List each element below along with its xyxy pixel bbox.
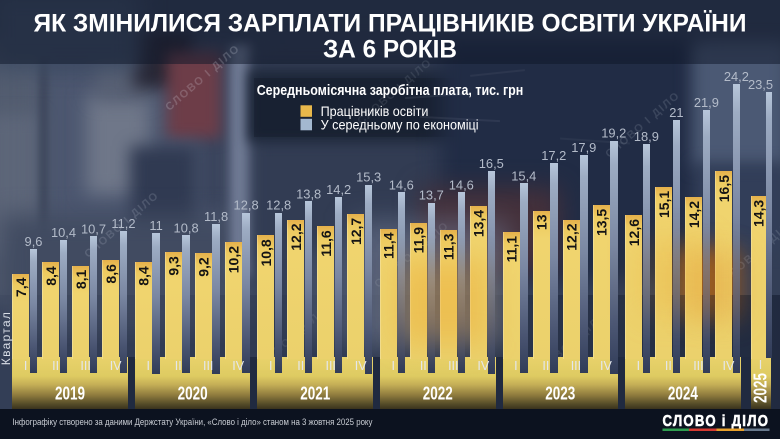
svg-text:12,8: 12,8	[266, 198, 291, 213]
svg-text:9,6: 9,6	[25, 234, 43, 249]
svg-text:2021: 2021	[300, 384, 330, 404]
svg-text:7,4: 7,4	[13, 277, 29, 297]
svg-text:14,6: 14,6	[449, 177, 474, 192]
svg-text:16,5: 16,5	[479, 156, 504, 171]
svg-text:14,2: 14,2	[686, 201, 702, 228]
svg-text:18,9: 18,9	[634, 129, 659, 144]
svg-text:Квартал: Квартал	[0, 311, 13, 365]
svg-text:2020: 2020	[178, 384, 208, 404]
svg-text:III: III	[325, 359, 335, 373]
svg-text:14,2: 14,2	[326, 182, 351, 197]
svg-text:12,7: 12,7	[348, 218, 364, 245]
svg-text:2023: 2023	[545, 384, 575, 404]
svg-text:10,7: 10,7	[81, 221, 106, 236]
svg-text:13,7: 13,7	[419, 188, 444, 203]
svg-text:II: II	[542, 359, 549, 373]
svg-text:12,6: 12,6	[626, 219, 642, 246]
svg-text:II: II	[297, 359, 304, 373]
svg-text:13,8: 13,8	[296, 186, 321, 201]
svg-text:11,8: 11,8	[204, 209, 228, 224]
svg-text:Середньомісячна заробітна плат: Середньомісячна заробітна плата, тис. гр…	[257, 83, 524, 99]
svg-text:12,2: 12,2	[288, 223, 304, 250]
svg-text:11,3: 11,3	[441, 233, 457, 260]
svg-text:I: I	[24, 359, 27, 373]
svg-text:11,2: 11,2	[111, 216, 135, 231]
svg-text:14,3: 14,3	[751, 200, 767, 227]
svg-text:12,2: 12,2	[563, 223, 579, 250]
svg-text:I: I	[759, 358, 762, 372]
svg-text:II: II	[175, 359, 182, 373]
svg-text:III: III	[80, 359, 90, 373]
svg-text:I: I	[392, 359, 395, 373]
svg-text:10,8: 10,8	[258, 239, 274, 266]
svg-text:10,4: 10,4	[51, 225, 76, 240]
svg-text:21,9: 21,9	[694, 95, 719, 110]
svg-text:10,8: 10,8	[174, 220, 199, 235]
svg-text:IV: IV	[477, 359, 489, 373]
svg-text:13,4: 13,4	[471, 210, 487, 237]
svg-text:21: 21	[669, 105, 683, 120]
svg-text:У середньому по економіці: У середньому по економіці	[321, 117, 479, 133]
svg-text:СЛОВО і ДІЛО: СЛОВО і ДІЛО	[663, 413, 770, 430]
svg-text:14,6: 14,6	[389, 177, 414, 192]
svg-text:2024: 2024	[668, 384, 698, 404]
svg-text:II: II	[420, 359, 427, 373]
svg-text:I: I	[269, 359, 272, 373]
svg-text:15,4: 15,4	[511, 168, 536, 183]
svg-text:8,6: 8,6	[103, 264, 119, 284]
svg-text:15,3: 15,3	[356, 170, 381, 185]
svg-text:2022: 2022	[423, 384, 453, 404]
svg-text:10,2: 10,2	[226, 246, 242, 273]
svg-text:2019: 2019	[55, 384, 85, 404]
svg-text:17,2: 17,2	[541, 148, 566, 163]
svg-text:III: III	[203, 359, 213, 373]
svg-text:IV: IV	[722, 359, 734, 373]
svg-text:III: III	[693, 359, 703, 373]
svg-text:I: I	[514, 359, 517, 373]
svg-text:16,5: 16,5	[716, 175, 732, 202]
svg-text:17,9: 17,9	[571, 140, 596, 155]
svg-text:ЗА 6 РОКІВ: ЗА 6 РОКІВ	[323, 36, 457, 64]
svg-text:15,1: 15,1	[656, 191, 672, 218]
svg-text:IV: IV	[600, 359, 612, 373]
svg-text:11: 11	[149, 218, 162, 233]
svg-text:9,2: 9,2	[196, 257, 212, 277]
svg-text:III: III	[448, 359, 458, 373]
svg-text:II: II	[665, 359, 672, 373]
svg-text:I: I	[146, 359, 149, 373]
svg-text:11,1: 11,1	[503, 236, 519, 263]
svg-text:III: III	[571, 359, 581, 373]
svg-text:24,2: 24,2	[724, 69, 749, 84]
svg-text:23,5: 23,5	[748, 77, 773, 92]
svg-text:Інфографіку створено за даними: Інфографіку створено за даними Держстату…	[12, 417, 372, 427]
svg-text:19,2: 19,2	[601, 126, 626, 141]
svg-text:ЯК ЗМІНИЛИСЯ ЗАРПЛАТИ ПРАЦІВНИ: ЯК ЗМІНИЛИСЯ ЗАРПЛАТИ ПРАЦІВНИКІВ ОСВІТИ…	[34, 10, 747, 38]
svg-text:11,4: 11,4	[381, 232, 397, 259]
svg-text:12,8: 12,8	[234, 198, 259, 213]
svg-text:13: 13	[533, 214, 549, 230]
svg-text:13,5: 13,5	[593, 209, 609, 236]
svg-text:8,4: 8,4	[136, 266, 152, 286]
svg-text:11,6: 11,6	[318, 230, 334, 257]
svg-text:8,1: 8,1	[73, 269, 89, 289]
svg-text:IV: IV	[355, 359, 367, 373]
svg-text:2025: 2025	[751, 373, 771, 403]
svg-text:I: I	[637, 359, 640, 373]
svg-text:IV: IV	[110, 359, 122, 373]
svg-text:IV: IV	[232, 359, 244, 373]
svg-text:II: II	[52, 359, 59, 373]
svg-text:8,4: 8,4	[43, 266, 59, 286]
svg-text:9,3: 9,3	[166, 256, 182, 276]
svg-text:Працівників освіти: Працівників освіти	[321, 103, 429, 119]
svg-text:11,9: 11,9	[411, 227, 427, 254]
